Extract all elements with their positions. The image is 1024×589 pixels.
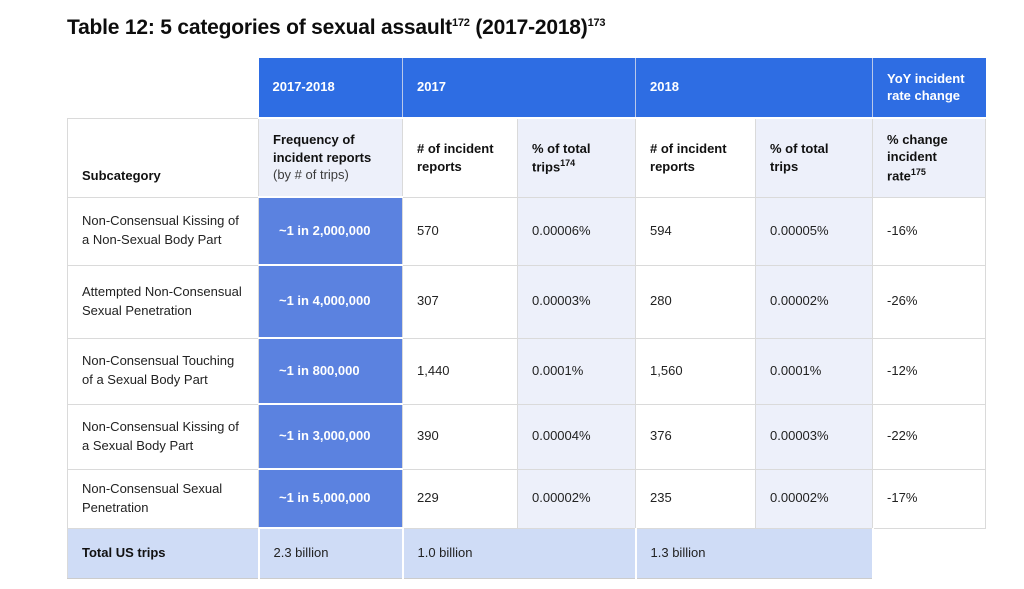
header-row-top: 2017-2018 2017 2018 YoY incident rate ch… [67, 58, 986, 119]
table-title-text: Table 12: 5 categories of sexual assault [67, 16, 452, 39]
subcategory-header: Subcategory [67, 117, 259, 198]
pct-trips-2018-cell: 0.00002% [755, 264, 874, 339]
footer-spacer-cell [872, 528, 986, 578]
incidents-2018-cell: 594 [635, 196, 757, 266]
frequency-cell: ~1 in 5,000,000 [258, 468, 403, 529]
pct-trips-2017-cell: 0.00002% [516, 468, 637, 529]
pct-trips-2018-cell: 0.00003% [755, 403, 874, 470]
incidents-2018-cell: 235 [635, 468, 757, 529]
subcategory-cell: Non-Consensual Touching of a Sexual Body… [67, 337, 259, 405]
frequency-header-main: Frequency of incident reports [273, 132, 372, 165]
subcategory-cell: Non-Consensual Kissing of a Sexual Body … [67, 403, 259, 470]
trips-2017-cell: 1.0 billion [401, 527, 637, 579]
footnote-ref-174: 174 [560, 158, 576, 169]
header-spacer-cell [67, 58, 259, 118]
header-row-sub: Subcategory Frequency of incident report… [67, 117, 987, 198]
frequency-header: Frequency of incident reports (by # of t… [258, 117, 403, 198]
pct-trips-2018-cell: 0.0001% [755, 337, 874, 405]
col-header-2017: 2017 [402, 58, 637, 119]
pct-trips-2018-header: % of total trips [755, 117, 874, 198]
pct-trips-2017-cell: 0.0001% [516, 337, 637, 405]
yoy-change-header: % change incident rate175 [872, 117, 987, 198]
yoy-change-cell: -12% [872, 337, 987, 405]
table-row: Non-Consensual Touching of a Sexual Body… [67, 337, 987, 405]
yoy-change-cell: -16% [872, 196, 987, 266]
pct-trips-2017-header: % of total trips174 [516, 117, 637, 198]
footnote-ref-172: 172 [451, 17, 470, 29]
frequency-header-note: (by # of trips) [273, 167, 349, 183]
table-row: Non-Consensual Kissing of a Sexual Body … [67, 403, 987, 470]
table-row: Attempted Non-Consensual Sexual Penetrat… [67, 264, 987, 339]
footer-row: Total US trips 2.3 billion 1.0 billion 1… [67, 527, 986, 579]
frequency-cell: ~1 in 800,000 [258, 337, 403, 405]
incidents-2017-cell: 229 [402, 468, 518, 529]
incident-categories-table: 2017-2018 2017 2018 YoY incident rate ch… [67, 58, 987, 579]
incidents-2018-cell: 376 [635, 403, 757, 470]
yoy-change-cell: -26% [872, 264, 987, 339]
frequency-cell: ~1 in 4,000,000 [258, 264, 403, 339]
total-trips-cell: 2.3 billion [258, 527, 404, 579]
footnote-ref-173: 173 [587, 17, 606, 29]
incidents-2017-cell: 570 [402, 196, 518, 266]
pct-trips-2017-cell: 0.00004% [516, 403, 637, 470]
table-row: Non-Consensual Kissing of a Non-Sexual B… [67, 196, 987, 266]
frequency-cell: ~1 in 3,000,000 [258, 403, 403, 470]
incidents-2017-cell: 390 [402, 403, 518, 470]
table-title-years: (2017-2018) [469, 16, 588, 39]
pct-trips-2018-cell: 0.00005% [755, 196, 874, 266]
incidents-2018-cell: 280 [635, 264, 757, 339]
incidents-2018-header: # of incident reports [635, 117, 757, 198]
incidents-2018-cell: 1,560 [635, 337, 757, 405]
footnote-ref-175: 175 [910, 166, 926, 177]
col-header-yoy: YoY incident rate change [872, 58, 986, 119]
pct-trips-2018-cell: 0.00002% [755, 468, 874, 529]
incidents-2017-cell: 1,440 [402, 337, 518, 405]
pct-trips-2017-cell: 0.00006% [516, 196, 637, 266]
col-header-period: 2017-2018 [258, 58, 403, 119]
yoy-change-cell: -17% [872, 468, 987, 529]
subcategory-cell: Attempted Non-Consensual Sexual Penetrat… [67, 264, 259, 339]
yoy-change-cell: -22% [872, 403, 987, 470]
table-title: Table 12: 5 categories of sexual assault… [67, 16, 606, 40]
total-trips-label: Total US trips [67, 527, 260, 579]
incidents-2017-cell: 307 [402, 264, 518, 339]
subcategory-cell: Non-Consensual Sexual Penetration [67, 468, 259, 529]
incidents-2017-header: # of incident reports [402, 117, 518, 198]
col-header-2018: 2018 [635, 58, 874, 119]
pct-trips-2017-cell: 0.00003% [516, 264, 637, 339]
trips-2018-cell: 1.3 billion [635, 527, 874, 579]
frequency-cell: ~1 in 2,000,000 [258, 196, 403, 266]
table-row: Non-Consensual Sexual Penetration ~1 in … [67, 468, 987, 529]
subcategory-cell: Non-Consensual Kissing of a Non-Sexual B… [67, 196, 259, 266]
